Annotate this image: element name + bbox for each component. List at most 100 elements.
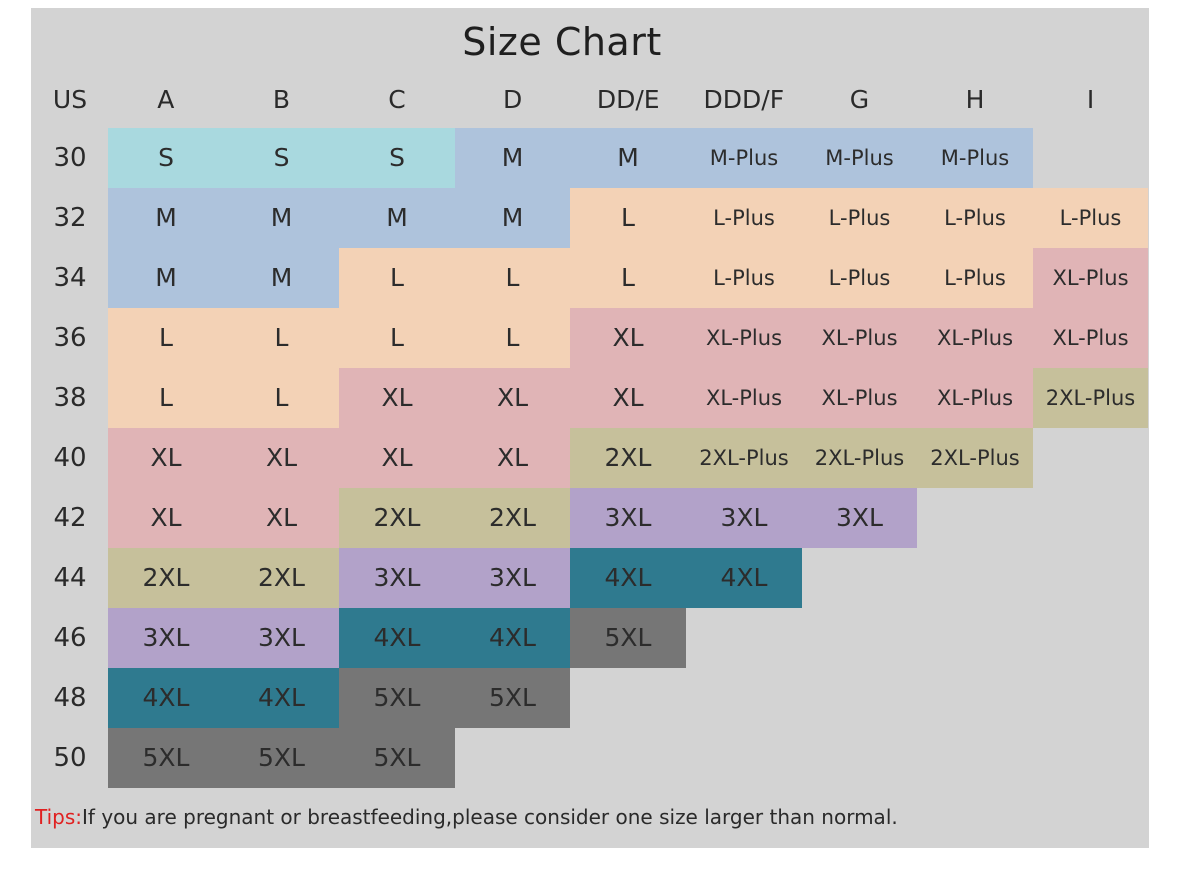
size-cell: XL [339,428,455,488]
size-cell: 4XL [224,668,339,728]
size-cell: 5XL [224,728,339,788]
size-cell: L [570,188,686,248]
size-cell: XL-Plus [802,368,917,428]
band-label: 48 [53,683,87,713]
size-cell: L [455,308,570,368]
size-cell: 2XL-Plus [686,428,802,488]
header-cup: DDD/F [703,85,785,114]
size-cell: 4XL [686,548,802,608]
size-cell: 5XL [339,668,455,728]
size-cell: M [108,188,224,248]
size-cell: XL [108,428,224,488]
size-cell: L-Plus [686,248,802,308]
size-cell: M-Plus [686,128,802,188]
size-cell: S [339,128,455,188]
size-cell: M [224,188,339,248]
size-cell: 3XL [224,608,339,668]
size-cell: M [108,248,224,308]
chart-title: Size Chart [462,20,662,64]
header-cup: B [272,85,290,114]
size-cell: XL [455,428,570,488]
size-cell: L [339,248,455,308]
size-cell: 2XL [455,488,570,548]
size-cell: XL [224,488,339,548]
band-label: 38 [53,383,87,413]
band-label: 40 [53,443,87,473]
size-cell: 2XL [224,548,339,608]
header-cup: D [502,85,523,114]
size-cell: S [224,128,339,188]
size-cell: M [339,188,455,248]
header-cup: G [849,85,870,114]
size-cell: M-Plus [917,128,1033,188]
size-cell: XL-Plus [686,368,802,428]
size-cell: L [224,368,339,428]
size-cell: M [455,188,570,248]
header-cup: DD/E [596,85,660,114]
size-cell: 4XL [570,548,686,608]
size-cell: 3XL [570,488,686,548]
size-cell: 2XL [339,488,455,548]
size-cell: 2XL [570,428,686,488]
size-cell: L-Plus [917,248,1033,308]
size-cell: 3XL [108,608,224,668]
size-cell: XL [339,368,455,428]
size-cell: XL-Plus [1033,308,1148,368]
size-cell: XL-Plus [917,368,1033,428]
size-cell: L [570,248,686,308]
band-label: 30 [53,143,87,173]
size-cell: XL-Plus [1033,248,1148,308]
size-cell: L-Plus [917,188,1033,248]
header-cup: A [157,85,175,114]
size-cell: XL-Plus [686,308,802,368]
header-cup: H [965,85,985,114]
band-label: 42 [53,503,87,533]
size-cell: L-Plus [802,248,917,308]
band-label: 34 [53,263,87,293]
size-cell: L [455,248,570,308]
size-cell: 5XL [108,728,224,788]
size-cell: 3XL [686,488,802,548]
band-label: 44 [53,563,87,593]
size-cell: 2XL-Plus [1033,368,1148,428]
size-cell: XL [455,368,570,428]
tips-text: If you are pregnant or breastfeeding,ple… [82,805,898,829]
size-cell: M [570,128,686,188]
size-cell: 5XL [455,668,570,728]
size-cell: L-Plus [1033,188,1148,248]
size-cell: M [455,128,570,188]
size-cell: 2XL [108,548,224,608]
size-cell: 2XL-Plus [917,428,1033,488]
size-cell: XL [224,428,339,488]
header-us: US [52,85,88,114]
header-cup: I [1086,85,1095,114]
size-cell: M-Plus [802,128,917,188]
size-cell: L [108,368,224,428]
band-label: 36 [53,323,87,353]
size-cell: 3XL [339,548,455,608]
size-cell: L [339,308,455,368]
tips-note: Tips:If you are pregnant or breastfeedin… [35,805,898,829]
band-label: 46 [53,623,87,653]
header-cup: C [388,85,406,114]
tips-prefix: Tips: [35,805,83,829]
size-cell: XL [570,368,686,428]
size-cell: L [108,308,224,368]
size-cell: 5XL [570,608,686,668]
band-label: 50 [53,743,87,773]
size-cell: M [224,248,339,308]
size-cell: XL [108,488,224,548]
size-cell: 4XL [339,608,455,668]
size-cell: S [108,128,224,188]
size-cell: 4XL [455,608,570,668]
size-cell: L-Plus [802,188,917,248]
size-cell: 5XL [339,728,455,788]
size-cell: 4XL [108,668,224,728]
size-cell: XL [570,308,686,368]
size-cell: 3XL [455,548,570,608]
size-cell: 2XL-Plus [802,428,917,488]
size-cell: XL-Plus [802,308,917,368]
size-cell: XL-Plus [917,308,1033,368]
size-cell: L [224,308,339,368]
band-label: 32 [53,203,87,233]
